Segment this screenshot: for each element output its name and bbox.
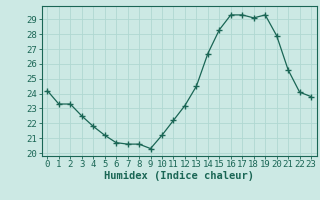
X-axis label: Humidex (Indice chaleur): Humidex (Indice chaleur) [104, 171, 254, 181]
